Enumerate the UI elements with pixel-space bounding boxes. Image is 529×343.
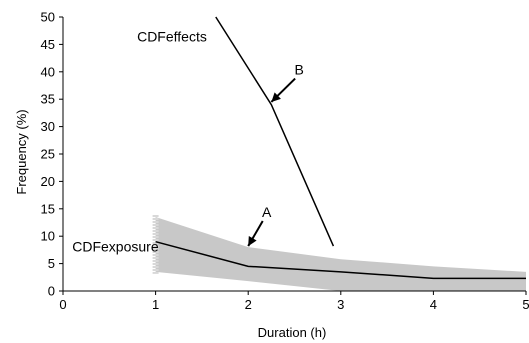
cdfexposure-band xyxy=(155,217,526,291)
y-tick-label: 40 xyxy=(41,64,55,79)
y-tick-label: 25 xyxy=(41,147,55,162)
label-layer: CDFeffects CDFexposure xyxy=(72,29,207,255)
annotation-layer: AB xyxy=(247,62,304,247)
annotation-a-arrowhead xyxy=(248,236,257,247)
y-tick-label: 30 xyxy=(41,119,55,134)
y-tick-label: 5 xyxy=(48,256,55,271)
x-tick-label: 2 xyxy=(245,297,252,312)
x-tick-label: 3 xyxy=(337,297,344,312)
y-tick-label: 45 xyxy=(41,37,55,52)
series-cdfexposure-line xyxy=(155,240,526,280)
curve-label-cdfexposure: CDFexposure xyxy=(72,239,159,255)
y-tick-label: 10 xyxy=(41,229,55,244)
annotation-a-label: A xyxy=(262,204,272,220)
curve-label-cdfeffects: CDFeffects xyxy=(137,29,207,45)
y-tick-label: 50 xyxy=(41,10,55,25)
annotation-b-label: B xyxy=(294,62,303,78)
x-tick-label: 5 xyxy=(522,297,529,312)
y-axis-title: Frequency (%) xyxy=(14,109,29,194)
x-tick-label: 4 xyxy=(430,297,437,312)
x-tick-label: 1 xyxy=(152,297,159,312)
band-layer xyxy=(152,215,526,291)
x-axis-title: Duration (h) xyxy=(258,325,327,340)
y-tick-label: 35 xyxy=(41,92,55,107)
line-layer xyxy=(155,16,526,280)
x-tick-label: 0 xyxy=(59,297,66,312)
y-tick-label: 0 xyxy=(48,284,55,299)
series-cdfeffects-line xyxy=(215,16,335,247)
y-tick-label: 15 xyxy=(41,201,55,216)
annotation-b-arrowhead xyxy=(271,92,281,102)
y-tick-label: 20 xyxy=(41,174,55,189)
